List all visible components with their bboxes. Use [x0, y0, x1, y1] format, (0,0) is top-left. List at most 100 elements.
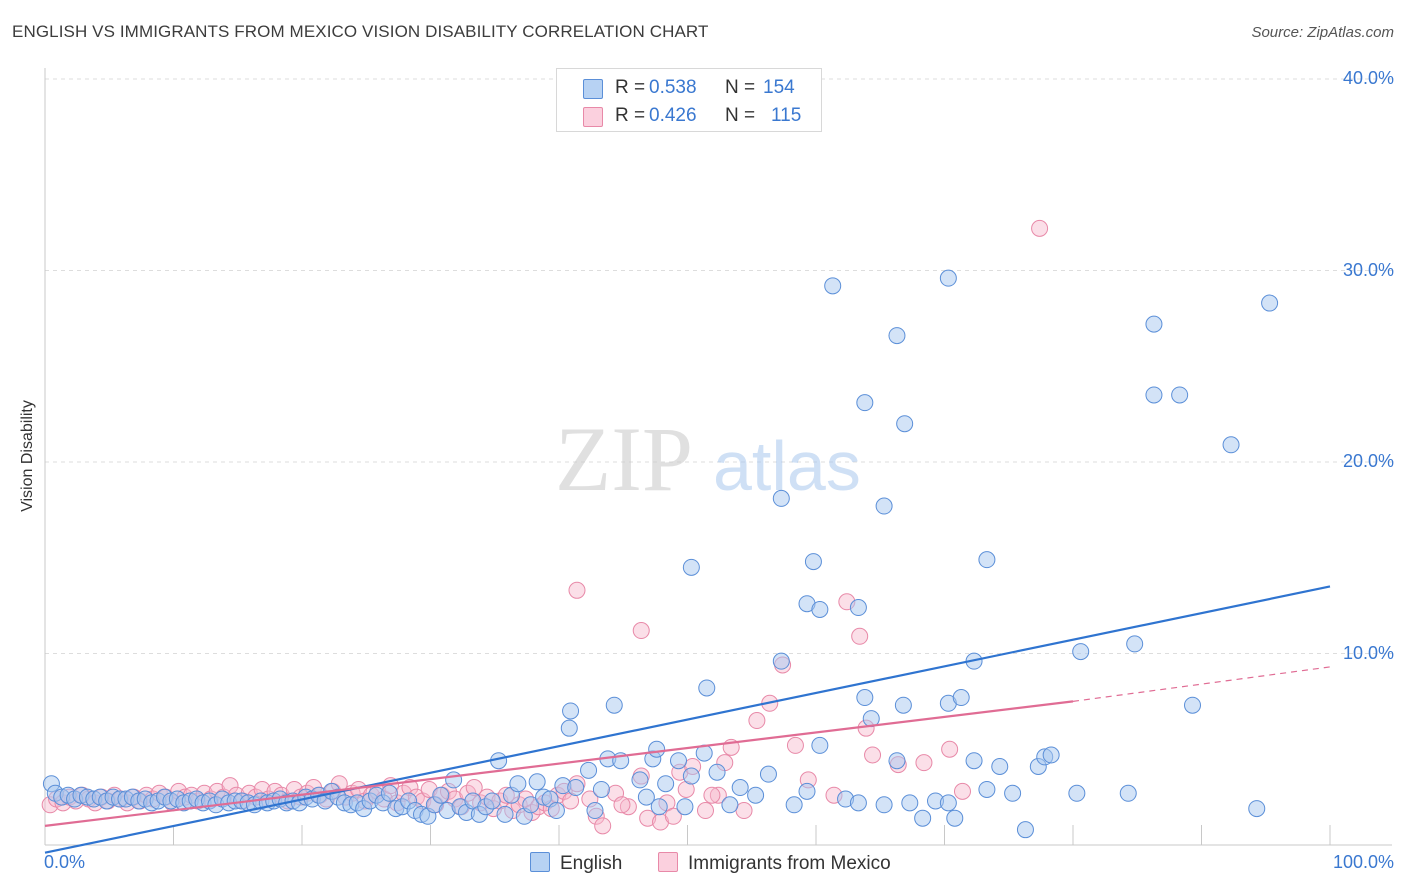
data-point-english	[567, 779, 585, 797]
data-point-english	[432, 786, 450, 804]
data-point-english	[888, 752, 906, 770]
y-tick-label-30: 30.0%	[1342, 259, 1394, 280]
data-point-english	[978, 551, 996, 569]
legend-n-value: 154	[763, 77, 795, 98]
data-point-english	[1068, 784, 1086, 802]
data-point-english	[509, 775, 527, 793]
data-point-english	[547, 802, 565, 820]
data-point-mexico	[696, 802, 714, 820]
data-point-mexico	[735, 802, 753, 820]
data-point-english	[648, 740, 666, 758]
data-point-english	[875, 497, 893, 515]
data-point-mexico	[915, 754, 933, 772]
trendline-mexico-extension	[1072, 666, 1331, 702]
data-point-english	[496, 805, 514, 823]
data-point-english	[631, 771, 649, 789]
data-point-english	[896, 415, 914, 433]
data-point-mexico	[594, 817, 612, 835]
watermark: ZIP atlas	[555, 408, 861, 510]
data-point-english	[522, 796, 540, 814]
data-point-english	[939, 269, 957, 287]
data-point-english	[1004, 784, 1022, 802]
data-point-english	[888, 327, 906, 345]
data-point-english	[901, 794, 919, 812]
data-point-english	[856, 689, 874, 707]
data-point-english	[965, 752, 983, 770]
legend-item-mexico: Immigrants from Mexico	[658, 852, 891, 875]
legend-r-label: R =	[615, 77, 646, 98]
data-point-english	[772, 652, 790, 670]
data-point-english	[605, 696, 623, 714]
data-point-mexico	[953, 782, 971, 800]
legend-r-label: R =	[615, 105, 646, 126]
data-point-english	[380, 784, 398, 802]
legend-label-mexico: Immigrants from Mexico	[688, 853, 891, 874]
data-point-english	[708, 763, 726, 781]
data-point-english	[483, 792, 501, 810]
y-tick-label-10: 10.0%	[1342, 642, 1394, 663]
data-point-english	[1145, 315, 1163, 333]
series-immigrants-from-mexico	[41, 219, 1049, 835]
y-tick-label-20: 20.0%	[1342, 451, 1394, 471]
grid-lines	[45, 78, 1392, 654]
data-point-english	[875, 796, 893, 814]
data-point-english	[811, 600, 829, 618]
trendline-english	[44, 585, 1331, 854]
watermark-zip: ZIP	[555, 408, 693, 510]
data-point-english	[657, 775, 675, 793]
data-point-english	[592, 780, 610, 798]
data-point-english	[445, 771, 463, 789]
data-point-english	[528, 773, 546, 791]
data-point-english	[811, 736, 829, 754]
data-point-mexico	[703, 786, 721, 804]
data-point-english	[798, 782, 816, 800]
data-point-english	[1261, 294, 1279, 312]
data-point-english	[1119, 784, 1137, 802]
data-point-english	[670, 752, 688, 770]
data-point-mexico	[786, 736, 804, 754]
data-point-english	[991, 757, 1009, 775]
data-point-mexico	[664, 807, 682, 825]
data-point-mexico	[709, 786, 727, 804]
data-point-english	[914, 809, 932, 827]
watermark-atlas: atlas	[713, 427, 861, 505]
data-point-english	[856, 394, 874, 412]
data-point-english	[894, 696, 912, 714]
data-point-english	[939, 794, 957, 812]
legend-swatch-mexico	[658, 852, 678, 872]
x-tick-min: 0.0%	[44, 852, 86, 872]
legend-row-english: R = 0.538 N = 154	[557, 73, 821, 101]
source-label: Source: ZipAtlas.com	[1251, 24, 1394, 41]
data-point-english	[1126, 635, 1144, 653]
data-point-english	[560, 719, 578, 737]
data-point-english	[849, 794, 867, 812]
legend-n-label: N =	[725, 105, 756, 126]
data-point-english	[586, 802, 604, 820]
data-point-english	[952, 689, 970, 707]
data-point-english	[682, 767, 700, 785]
data-point-mexico	[613, 796, 631, 814]
data-point-english	[650, 798, 668, 816]
stats-legend: R = 0.538 N = 154 R = 0.426 N = 115	[556, 68, 822, 132]
legend-row-mexico: R = 0.426 N = 115	[557, 101, 821, 129]
data-point-english	[1184, 696, 1202, 714]
data-point-mexico	[221, 777, 239, 795]
data-point-english	[676, 798, 694, 816]
legend-swatch-english	[583, 79, 603, 99]
data-point-mexico	[568, 581, 586, 599]
data-point-mexico	[1031, 219, 1049, 237]
y-tick-label-40: 40.0%	[1342, 68, 1394, 88]
chart-title: ENGLISH VS IMMIGRANTS FROM MEXICO VISION…	[12, 22, 709, 41]
data-point-english	[1222, 436, 1240, 454]
legend-n-label: N =	[725, 77, 756, 98]
data-point-english	[731, 779, 749, 797]
trendline-mexico	[44, 700, 1074, 827]
data-point-english	[1248, 800, 1266, 818]
legend-n-value: 115	[771, 105, 802, 126]
data-point-english	[682, 558, 700, 576]
data-point-english	[978, 780, 996, 798]
data-point-english	[759, 765, 777, 783]
data-point-mexico	[748, 712, 766, 730]
data-point-english	[804, 553, 822, 571]
data-point-english	[772, 489, 790, 507]
